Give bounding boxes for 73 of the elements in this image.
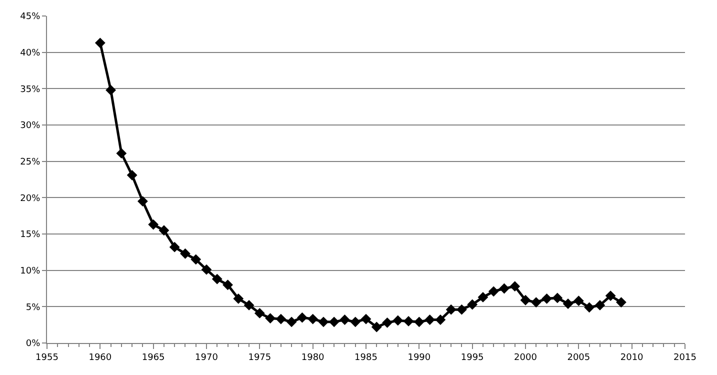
x-tick-label: 1970: [195, 352, 218, 363]
x-tick-label: 1990: [408, 352, 431, 363]
point: [435, 314, 446, 325]
point: [212, 274, 222, 284]
point: [467, 299, 478, 310]
point: [286, 316, 297, 328]
y-tick-label: 25%: [20, 157, 41, 168]
y-tick-label: 5%: [26, 302, 41, 313]
x-tick-label: 1980: [301, 352, 325, 363]
point: [403, 316, 414, 326]
y-tick-label: 0%: [26, 339, 41, 350]
point: [584, 302, 594, 313]
point: [190, 254, 202, 265]
point: [371, 322, 382, 332]
point: [478, 292, 488, 302]
point: [244, 300, 254, 310]
x-tick-label: 1995: [460, 352, 484, 363]
point: [382, 317, 392, 328]
x-tick-label: 1975: [248, 352, 272, 363]
x-tick-label: 2005: [567, 352, 590, 363]
point: [201, 264, 212, 275]
y-tick-label: 10%: [20, 266, 41, 276]
point: [116, 148, 127, 159]
y-tick-label: 20%: [20, 194, 41, 204]
point: [488, 286, 499, 297]
y-tick-label: 35%: [20, 84, 41, 95]
point: [510, 281, 520, 292]
x-tick-label: 2010: [620, 352, 644, 363]
point: [126, 170, 138, 180]
point: [594, 300, 606, 310]
x-tick-label: 2000: [514, 352, 538, 363]
point: [233, 293, 244, 304]
point: [308, 314, 318, 324]
point: [276, 314, 286, 324]
point: [392, 315, 404, 326]
point: [318, 316, 329, 328]
x-tick-label: 1955: [36, 352, 58, 363]
point: [573, 296, 584, 306]
point: [340, 314, 350, 325]
point: [360, 314, 372, 324]
point: [158, 225, 170, 236]
x-tick-label: 1960: [88, 352, 112, 363]
point: [499, 283, 510, 294]
point: [605, 290, 616, 301]
point: [222, 280, 233, 290]
x-tick-label: 1985: [354, 352, 378, 363]
y-tick-label: 45%: [20, 12, 41, 22]
y-tick-label: 30%: [20, 121, 41, 132]
point: [456, 304, 467, 315]
point: [106, 84, 116, 96]
point: [297, 312, 308, 323]
point: [169, 242, 180, 252]
point: [542, 293, 552, 304]
point: [94, 38, 106, 48]
point: [562, 298, 574, 309]
point: [328, 316, 340, 328]
point: [520, 294, 531, 306]
y-tick-label: 40%: [20, 48, 41, 58]
point: [616, 297, 626, 308]
point: [446, 304, 456, 315]
point: [414, 316, 424, 328]
point: [552, 292, 563, 304]
point: [180, 248, 190, 259]
y-tick-label: 15%: [20, 230, 41, 240]
x-tick-label: 1965: [142, 352, 165, 363]
point: [424, 314, 435, 325]
point: [148, 219, 159, 230]
point: [138, 196, 148, 206]
point: [254, 308, 265, 318]
point: [350, 316, 361, 328]
point: [530, 297, 542, 308]
x-tick-label: 2015: [674, 352, 696, 363]
point: [265, 313, 276, 324]
